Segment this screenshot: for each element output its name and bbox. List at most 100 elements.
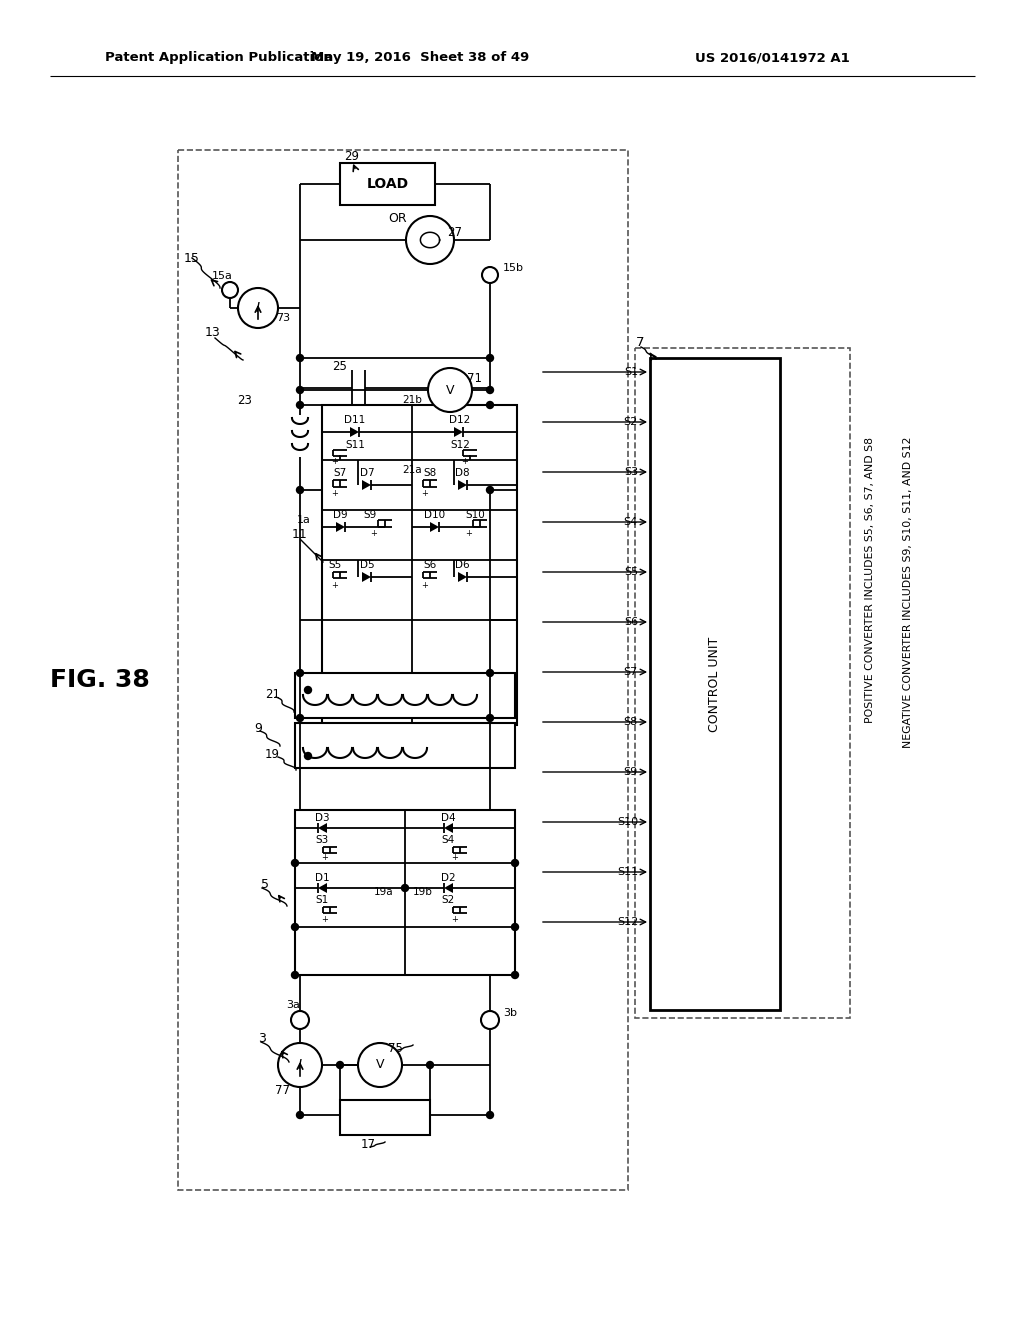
- Circle shape: [297, 401, 303, 408]
- Text: CONTROL UNIT: CONTROL UNIT: [709, 636, 722, 731]
- Text: FIG. 38: FIG. 38: [50, 668, 150, 692]
- Text: 29: 29: [344, 150, 359, 164]
- Text: 77: 77: [274, 1084, 290, 1097]
- Text: 27: 27: [447, 226, 463, 239]
- Text: 11: 11: [292, 528, 308, 541]
- Text: 23: 23: [238, 393, 253, 407]
- Circle shape: [486, 1111, 494, 1118]
- Text: D6: D6: [455, 560, 469, 570]
- Text: 7: 7: [636, 337, 644, 350]
- Circle shape: [297, 1111, 303, 1118]
- Circle shape: [238, 288, 278, 327]
- Text: 3b: 3b: [503, 1008, 517, 1018]
- Circle shape: [304, 752, 311, 759]
- Text: V: V: [376, 1059, 384, 1072]
- Text: +: +: [332, 581, 339, 590]
- Polygon shape: [318, 883, 327, 894]
- Circle shape: [486, 401, 494, 408]
- Polygon shape: [350, 426, 359, 437]
- Text: 15: 15: [184, 252, 200, 264]
- Text: 17: 17: [360, 1138, 376, 1151]
- Text: 19b: 19b: [413, 887, 433, 898]
- Text: S1: S1: [624, 367, 638, 378]
- Text: +: +: [422, 490, 428, 499]
- Text: +: +: [332, 458, 339, 466]
- Text: 15b: 15b: [503, 263, 524, 273]
- Text: 5: 5: [261, 879, 269, 891]
- Text: D2: D2: [440, 873, 456, 883]
- Text: S6: S6: [423, 560, 436, 570]
- Circle shape: [278, 1043, 322, 1086]
- Text: V: V: [445, 384, 455, 396]
- Text: D7: D7: [359, 469, 375, 478]
- Text: D3: D3: [314, 813, 330, 822]
- Polygon shape: [336, 521, 345, 532]
- Polygon shape: [318, 822, 327, 833]
- Circle shape: [486, 487, 494, 494]
- Text: D4: D4: [440, 813, 456, 822]
- Polygon shape: [458, 480, 467, 490]
- Circle shape: [297, 714, 303, 722]
- Text: S11: S11: [616, 867, 638, 876]
- Text: S8: S8: [423, 469, 436, 478]
- Text: S11: S11: [345, 440, 365, 450]
- Circle shape: [481, 1011, 499, 1030]
- Text: 21: 21: [265, 689, 280, 701]
- Bar: [340, 162, 435, 205]
- Text: S12: S12: [616, 917, 638, 927]
- Text: +: +: [462, 458, 468, 466]
- Circle shape: [292, 924, 299, 931]
- Bar: [178, 150, 628, 1191]
- Text: S7: S7: [334, 469, 347, 478]
- Circle shape: [337, 1061, 343, 1068]
- Text: 19a: 19a: [374, 887, 393, 898]
- Text: D12: D12: [450, 414, 471, 425]
- Text: +: +: [466, 529, 472, 539]
- Text: POSITIVE CONVERTER INCLUDES S5, S6, S7, AND S8: POSITIVE CONVERTER INCLUDES S5, S6, S7, …: [865, 437, 874, 723]
- Text: 3: 3: [258, 1031, 266, 1044]
- Text: +: +: [422, 581, 428, 590]
- Text: 75: 75: [387, 1041, 402, 1055]
- Polygon shape: [444, 822, 453, 833]
- Circle shape: [304, 686, 311, 693]
- Text: S12: S12: [451, 440, 470, 450]
- Text: S1: S1: [315, 895, 329, 906]
- Text: D9: D9: [333, 510, 347, 520]
- Circle shape: [297, 387, 303, 393]
- Text: +: +: [322, 854, 329, 862]
- Text: S5: S5: [624, 568, 638, 577]
- Circle shape: [428, 368, 472, 412]
- Text: S9: S9: [364, 510, 377, 520]
- Text: S4: S4: [441, 836, 455, 845]
- Text: I: I: [298, 1059, 302, 1072]
- Circle shape: [291, 1011, 309, 1030]
- Text: +: +: [452, 854, 459, 862]
- Text: 19: 19: [265, 748, 280, 762]
- Circle shape: [297, 669, 303, 676]
- Circle shape: [486, 714, 494, 722]
- Text: LOAD: LOAD: [367, 177, 409, 191]
- Text: D1: D1: [314, 873, 330, 883]
- Circle shape: [401, 884, 409, 891]
- Text: S9: S9: [624, 767, 638, 777]
- Bar: [635, 348, 850, 1018]
- Bar: [295, 723, 515, 768]
- Text: 73: 73: [275, 313, 290, 323]
- Text: S3: S3: [315, 836, 329, 845]
- Text: +: +: [322, 915, 329, 924]
- Polygon shape: [454, 426, 463, 437]
- Circle shape: [222, 282, 238, 298]
- Circle shape: [512, 972, 518, 978]
- Circle shape: [486, 387, 494, 393]
- Text: I: I: [256, 301, 260, 315]
- Text: 71: 71: [468, 371, 482, 384]
- Polygon shape: [430, 521, 439, 532]
- Circle shape: [406, 216, 454, 264]
- Text: 9: 9: [254, 722, 262, 734]
- Circle shape: [482, 267, 498, 282]
- Circle shape: [486, 669, 494, 676]
- Circle shape: [512, 924, 518, 931]
- Text: D11: D11: [344, 414, 366, 425]
- Circle shape: [358, 1043, 402, 1086]
- Text: D8: D8: [455, 469, 469, 478]
